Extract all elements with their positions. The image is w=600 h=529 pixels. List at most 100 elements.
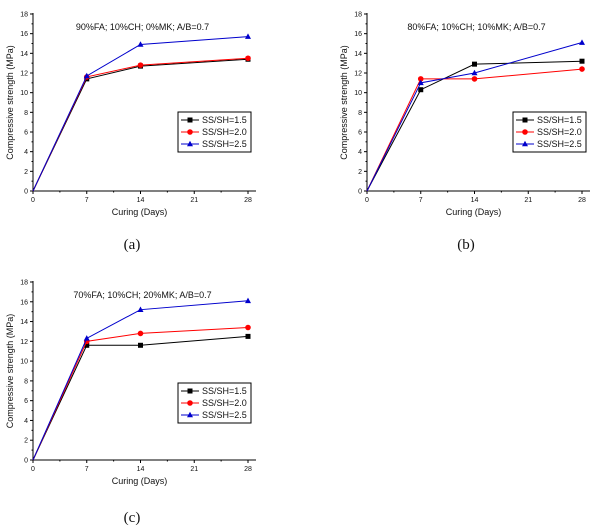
- y-tick-label: 8: [24, 110, 28, 117]
- legend: SS/SH=1.5 SS/SH=2.0 SS/SH=2.5: [512, 111, 587, 153]
- y-axis-label: Compressive strength (MPa): [5, 314, 15, 429]
- y-tick-label: 14: [20, 319, 28, 326]
- x-tick-label: 28: [244, 466, 252, 473]
- data-point: [471, 76, 478, 82]
- panel-caption: (c): [124, 510, 141, 526]
- panel-caption: (a): [124, 237, 141, 253]
- data-point: [137, 41, 144, 47]
- y-tick-label: 8: [24, 378, 28, 385]
- x-tick-label: 0: [31, 197, 35, 204]
- data-point: [579, 58, 585, 64]
- series-line: [366, 42, 583, 192]
- chart-title: 70%FA; 10%CH; 20%MK; A/B=0.7: [73, 290, 211, 300]
- series-SS/SH=1.5: [32, 333, 251, 461]
- y-axis-label: Compressive strength (MPa): [339, 45, 349, 160]
- legend: SS/SH=1.5 SS/SH=2.0 SS/SH=2.5: [177, 111, 252, 153]
- data-point: [417, 79, 424, 86]
- x-tick-label: 21: [190, 197, 198, 204]
- legend-marker: [187, 411, 193, 418]
- legend-label: SS/SH=2.0: [202, 398, 247, 408]
- y-tick-label: 14: [20, 51, 28, 58]
- x-axis-label: Curing (Days): [112, 476, 168, 486]
- y-tick-label: 10: [20, 359, 28, 366]
- chart-title: 80%FA; 10%CH; 10%MK; A/B=0.7: [407, 22, 545, 32]
- chart-title: 90%FA; 10%CH; 0%MK; A/B=0.7: [76, 22, 209, 32]
- y-tick-label: 2: [358, 169, 362, 176]
- series-line: [366, 68, 583, 192]
- legend-marker: [187, 400, 193, 406]
- y-tick-label: 12: [20, 339, 28, 346]
- legend-marker: [187, 140, 193, 147]
- data-point: [137, 306, 144, 312]
- y-tick-label: 16: [20, 299, 28, 306]
- y-tick-label: 16: [354, 31, 362, 38]
- legend-label: SS/SH=1.5: [537, 115, 582, 125]
- x-tick-label: 28: [244, 197, 252, 204]
- data-point: [83, 335, 90, 341]
- series-line: [366, 60, 583, 192]
- legend-label: SS/SH=2.0: [202, 127, 247, 137]
- series-SS/SH=1.5: [366, 58, 585, 192]
- data-point: [245, 333, 251, 339]
- data-point: [472, 61, 477, 67]
- series-SS/SH=2.5: [32, 33, 251, 192]
- y-tick-label: 0: [24, 189, 28, 196]
- legend-marker: [522, 117, 528, 123]
- y-tick-label: 18: [354, 12, 362, 19]
- y-tick-label: 4: [24, 149, 28, 156]
- y-tick-label: 0: [24, 458, 28, 465]
- x-tick-label: 21: [190, 466, 198, 473]
- x-tick-label: 0: [31, 466, 35, 473]
- y-tick-label: 2: [24, 438, 28, 445]
- panel-caption: (b): [457, 237, 475, 253]
- x-tick-label: 7: [419, 197, 423, 204]
- chart-panel-1: 0 2 4 6 8 10 12 14 16 18 0 7 14 21 28 Curing (Days) Comp…: [339, 12, 590, 253]
- x-tick-label: 28: [578, 197, 586, 204]
- legend-marker: [187, 117, 193, 123]
- data-point: [417, 76, 424, 82]
- data-point: [579, 66, 585, 72]
- legend-marker: [187, 129, 193, 135]
- legend-marker: [522, 129, 528, 135]
- data-point: [245, 324, 251, 331]
- y-tick-label: 12: [354, 71, 362, 78]
- x-axis-label: Curing (Days): [446, 207, 502, 217]
- y-tick-label: 12: [20, 71, 28, 78]
- y-tick-label: 10: [20, 90, 28, 97]
- legend-label: SS/SH=1.5: [202, 386, 247, 396]
- y-tick-label: 6: [358, 130, 362, 137]
- data-point: [418, 87, 424, 93]
- y-tick-label: 6: [24, 398, 28, 405]
- x-tick-label: 14: [137, 197, 145, 204]
- series-SS/SH=2.5: [366, 39, 585, 192]
- data-point: [579, 39, 585, 45]
- legend-label: SS/SH=2.5: [202, 410, 247, 420]
- y-tick-label: 16: [20, 31, 28, 38]
- data-point: [84, 342, 90, 348]
- legend-marker: [187, 388, 193, 394]
- legend-marker: [522, 140, 528, 147]
- data-point: [245, 33, 251, 39]
- legend-label: SS/SH=2.0: [537, 127, 582, 137]
- y-tick-label: 4: [358, 149, 362, 156]
- x-axis-label: Curing (Days): [112, 207, 168, 217]
- y-tick-label: 14: [354, 51, 362, 58]
- data-point: [138, 342, 143, 348]
- legend-label: SS/SH=1.5: [202, 115, 247, 125]
- x-tick-label: 14: [471, 197, 479, 204]
- y-axis-label: Compressive strength (MPa): [5, 45, 15, 160]
- series-line: [32, 300, 249, 461]
- series-SS/SH=2.5: [32, 297, 251, 461]
- y-tick-label: 6: [24, 130, 28, 137]
- y-tick-label: 18: [20, 12, 28, 19]
- y-tick-label: 4: [24, 418, 28, 425]
- data-point: [471, 69, 478, 76]
- y-tick-label: 10: [354, 90, 362, 97]
- series-SS/SH=2.0: [366, 66, 585, 192]
- legend: SS/SH=1.5 SS/SH=2.0 SS/SH=2.5: [177, 382, 252, 424]
- data-point: [83, 72, 90, 79]
- series-line: [32, 326, 249, 461]
- y-tick-label: 18: [20, 280, 28, 287]
- y-tick-label: 8: [358, 110, 362, 117]
